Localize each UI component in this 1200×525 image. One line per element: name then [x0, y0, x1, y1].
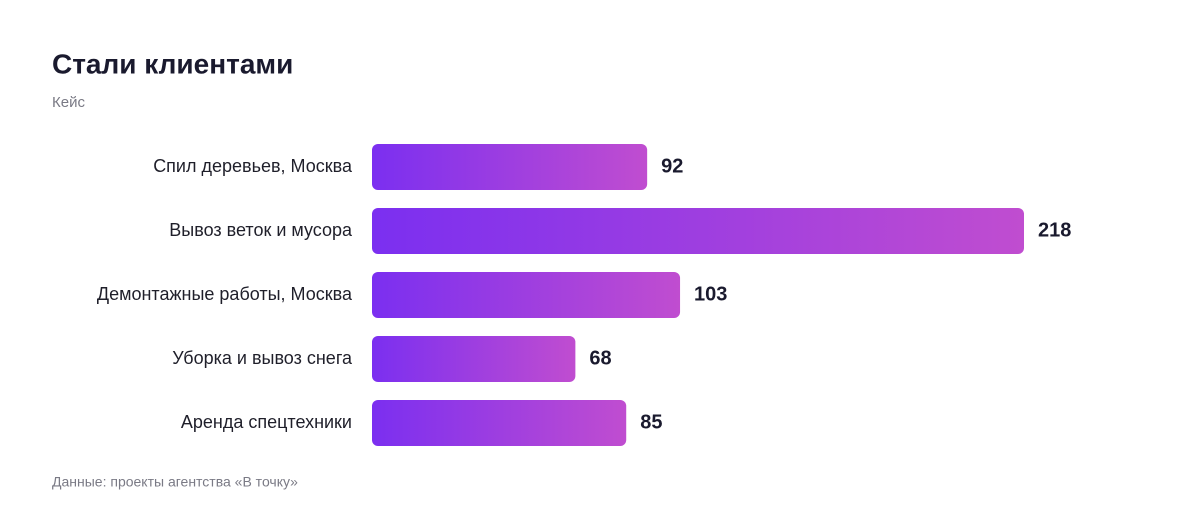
value-label: 68: [589, 347, 611, 369]
bar: [372, 400, 627, 446]
value-label: 103: [694, 283, 727, 305]
category-label: Уборка и вывоз снега: [172, 348, 353, 368]
chart-title: Стали клиентами: [52, 48, 293, 79]
category-label: Вывоз веток и мусора: [169, 220, 353, 240]
value-label: 85: [640, 411, 662, 433]
category-label: Спил деревьев, Москва: [153, 156, 353, 176]
bar: [372, 272, 681, 318]
value-label: 92: [661, 155, 683, 177]
bar: [372, 144, 648, 190]
source-note: Данные: проекты агентства «В точку»: [52, 474, 298, 490]
bar: [372, 208, 1024, 254]
value-label: 218: [1038, 219, 1071, 241]
category-label: Демонтажные работы, Москва: [97, 284, 353, 304]
category-label: Аренда спецтехники: [181, 412, 352, 432]
bar: [372, 336, 576, 382]
chart-subtitle: Кейс: [52, 94, 85, 111]
